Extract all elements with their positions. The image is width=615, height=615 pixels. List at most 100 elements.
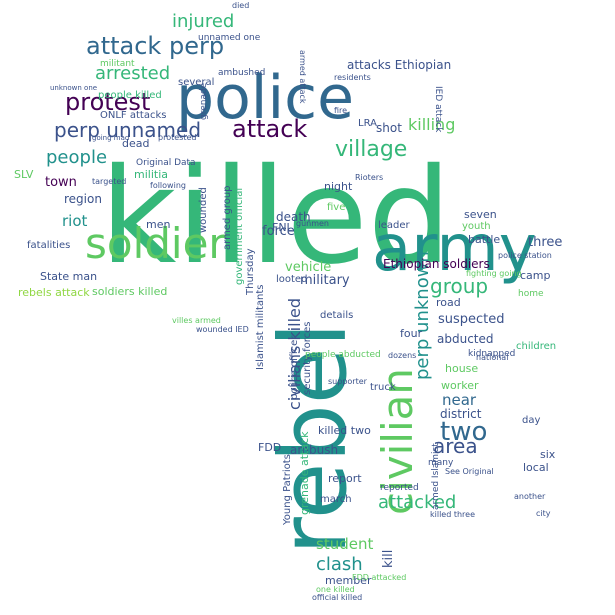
word-three: three — [528, 235, 562, 250]
word-perp-unnamed: perp unnamed — [54, 118, 201, 142]
word-people-killed: people killed — [98, 90, 162, 101]
word-islamist-militants: Islamist militants — [255, 285, 266, 371]
word-rioters: Rioters — [355, 173, 383, 182]
word-riot: riot — [62, 212, 88, 230]
word-fdd-attacked: FDD attacked — [352, 573, 406, 582]
word-killing: killing — [408, 115, 455, 134]
word-fdd: FDD — [258, 441, 281, 454]
word-rebels-attack: rebels attack — [18, 286, 90, 299]
word-thursday: Thursday — [245, 248, 256, 296]
word-civilian: civilian — [373, 368, 422, 515]
word-death: death — [276, 210, 311, 224]
word-house: house — [445, 362, 478, 375]
word-fatalities: fatalities — [27, 240, 70, 251]
word-group: group — [430, 274, 488, 298]
word-six: six — [540, 448, 556, 461]
word-local: local — [523, 461, 549, 474]
word-battle: battle — [468, 233, 500, 246]
word-militant: militant — [100, 59, 135, 69]
word-looted: looted — [276, 274, 307, 285]
word-two: two — [440, 417, 487, 447]
word-protested: protested — [158, 133, 196, 142]
word-attack-perp: attack perp — [86, 32, 224, 60]
word-several: several — [178, 77, 214, 88]
word-soldiers-killed: soldiers killed — [92, 285, 167, 298]
word-attacked: attacked — [378, 492, 456, 513]
word-region: region — [64, 192, 102, 206]
word-attacks-ethiopian: attacks Ethiopian — [347, 58, 451, 72]
word-perp-unknown: perp unknown — [412, 251, 433, 380]
word-soldier: soldier — [85, 219, 226, 268]
word-student: student — [316, 535, 373, 553]
word-march: march — [320, 494, 352, 505]
word-residents: residents — [334, 73, 371, 82]
word-arrested: arrested — [95, 63, 170, 84]
word-ied-attack: IED attack — [433, 86, 443, 133]
word-supporter: supporter — [328, 377, 368, 386]
word-force: force — [262, 224, 295, 239]
word-kill: kill — [381, 550, 396, 568]
word-wounded-ied: wounded IED — [196, 325, 249, 334]
word-night: night — [324, 180, 353, 193]
word-fighting-going: fighting going — [466, 269, 522, 278]
word-worker: worker — [441, 379, 479, 392]
word-targeted: targeted — [92, 177, 126, 186]
word-police: police — [176, 63, 354, 133]
word-armed-attack: armed attack — [298, 50, 307, 104]
word-children: children — [516, 341, 556, 352]
word-report: report — [328, 472, 362, 485]
word-armed-islamist: armed Islamist — [431, 443, 441, 510]
word-camp: camp — [520, 269, 551, 282]
word-villes-armed: villes armed — [172, 316, 221, 325]
word-unnamed-one: unnamed one — [198, 33, 261, 43]
word-men: men — [146, 218, 170, 231]
word-grenade: grenade — [199, 82, 209, 120]
word-village: village — [335, 137, 407, 162]
word-abducted: abducted — [437, 332, 494, 346]
word-rebel: rebel — [260, 322, 367, 555]
word-reported: reported — [380, 483, 419, 493]
word-killed-two: killed two — [318, 424, 371, 437]
word-attack: attack — [232, 115, 307, 143]
word-area: area — [433, 434, 478, 458]
word-injured: injured — [172, 11, 234, 32]
word-vehicle: vehicle — [285, 260, 331, 275]
word-government-official: government official — [234, 188, 245, 285]
word-military: military — [300, 273, 350, 288]
word-wounded: wounded — [198, 187, 209, 233]
word-kidnapped: kidnapped — [468, 349, 515, 359]
word-shot: shot — [376, 121, 402, 135]
word-dozens: dozens — [388, 351, 416, 360]
word-armed-group: armed group — [222, 185, 233, 250]
word-seven: seven — [464, 208, 497, 221]
word-people: people — [46, 147, 107, 168]
word-dead: dead — [122, 137, 149, 150]
word-going-mad: going mad — [92, 134, 129, 142]
word-day: day — [522, 415, 540, 426]
word-security-forces: security forces — [302, 322, 313, 396]
word-one-killed: one killed — [316, 585, 355, 594]
word-fire: fire — [334, 106, 347, 115]
word-ethiopian-soldiers: Ethiopian soldiers — [383, 257, 490, 271]
word-ambushed: ambushed — [218, 68, 265, 78]
word-people-abducted: people abducted — [305, 350, 381, 360]
word-truck: truck — [370, 382, 396, 393]
word-lra: LRA — [358, 118, 377, 129]
word-five: five — [327, 202, 345, 213]
word-clash: clash — [316, 554, 363, 575]
word-onlf-attacks: ONLF attacks — [100, 110, 166, 121]
word-road: road — [436, 296, 461, 309]
word-killed: killed — [100, 140, 451, 294]
word-details: details — [320, 310, 353, 321]
word-four: four — [400, 327, 423, 340]
word-police-officer: police officer — [289, 335, 300, 400]
word-ambush: ambush — [290, 443, 338, 457]
word-near: near — [442, 391, 477, 409]
word-many: many — [428, 458, 454, 468]
word-police-station: police station — [498, 251, 552, 260]
word-died: died — [232, 1, 249, 10]
word-grenade-attack: grenade attack — [298, 431, 311, 515]
word-leader: leader — [378, 220, 411, 231]
